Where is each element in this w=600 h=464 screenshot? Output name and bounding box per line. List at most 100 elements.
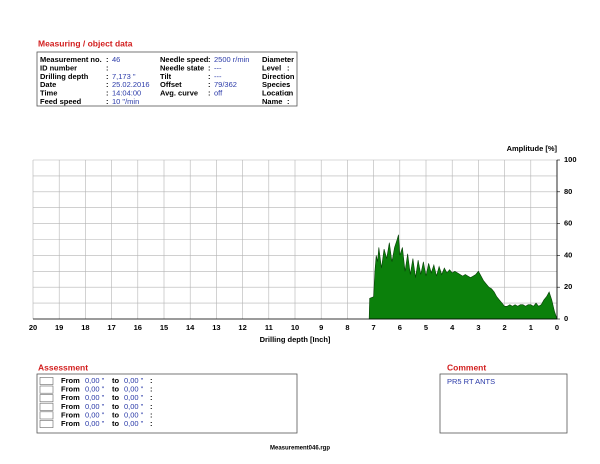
separator: : [106,55,109,64]
separator: : [287,97,290,106]
separator: : [150,402,153,411]
field-value: 46 [112,55,120,64]
field-label: Diameter [262,55,294,64]
separator: : [150,419,153,428]
x-tick-label: 17 [107,323,115,332]
comment-text: PR5 RT ANTS [447,377,495,386]
x-tick-label: 0 [555,323,559,332]
field-label: Time [40,89,57,98]
field-label: Location [262,89,294,98]
data-box [36,51,298,107]
checkbox [39,394,54,403]
checkbox [39,411,54,420]
field-label: Offset [160,80,182,89]
x-tick-label: 4 [450,323,455,332]
from-label: From [61,410,80,419]
field-label: Level [262,63,281,72]
field-value: 79/362 [214,80,237,89]
y-tick-label: 80 [564,187,572,196]
x-tick-label: 16 [134,323,142,332]
to-value: 0,00 " [124,376,144,385]
x-axis-title: Drilling depth [Inch] [260,335,331,344]
section-title: Assessment [38,362,88,372]
x-tick-label: 5 [424,323,428,332]
from-label: From [61,402,80,411]
separator: : [106,80,109,89]
field-label: Feed speed [40,97,82,106]
field-value: 25.02.2016 [112,80,150,89]
from-value: 0,00 " [85,393,105,402]
separator: : [150,376,153,385]
to-value: 0,00 " [124,393,144,402]
to-label: to [112,376,119,385]
to-value: 0,00 " [124,385,144,394]
x-tick-label: 3 [476,323,480,332]
field-label: Drilling depth [40,72,89,81]
x-tick-label: 12 [238,323,246,332]
from-value: 0,00 " [85,385,105,394]
x-tick-label: 11 [265,323,273,332]
separator: : [208,89,211,98]
area [368,234,558,320]
y-tick-label: 40 [564,250,572,259]
field-label: Species [262,80,290,89]
separator: : [106,63,109,72]
field-value: --- [214,63,222,72]
separator: : [287,72,290,81]
field-value: 10 "/min [112,97,139,106]
separator: : [150,393,153,402]
from-value: 0,00 " [85,410,105,419]
separator: : [287,80,290,89]
separator: : [287,63,290,72]
x-tick-label: 7 [372,323,376,332]
field-label: Needle speed [160,55,209,64]
x-tick-label: 10 [291,323,299,332]
to-value: 0,00 " [124,402,144,411]
footer: Measurement046.rgp [270,446,330,452]
from-value: 0,00 " [85,376,105,385]
x-tick-label: 18 [81,323,89,332]
y-tick-label: 20 [564,282,572,291]
x-tick-label: 15 [160,323,168,332]
field-label: Tilt [160,72,172,81]
field-value: 14:04:00 [112,89,141,98]
field-label: Name [262,97,282,106]
checkbox [39,402,54,411]
y-axis-title: Amplitude [%] [507,144,558,153]
to-label: to [112,419,119,428]
x-tick-label: 9 [319,323,323,332]
checkbox [39,377,54,385]
from-label: From [61,393,80,402]
from-label: From [61,376,80,385]
separator: : [106,89,109,98]
x-tick-label: 19 [55,323,63,332]
from-label: From [61,385,80,394]
to-value: 0,00 " [124,419,144,428]
field-label: Needle state [160,63,204,72]
section-title: Measuring / object data [38,38,133,48]
separator: : [208,72,211,81]
field-label: ID number [40,63,77,72]
x-tick-label: 6 [398,323,402,332]
separator: : [106,97,109,106]
separator: : [287,55,290,64]
field-value: 7,173 " [112,72,136,81]
x-tick-label: 20 [29,323,37,332]
comment-box [439,373,568,434]
to-label: to [112,385,119,394]
field-label: Measurement no. [40,55,102,64]
field-label: Avg. curve [160,89,198,98]
separator: : [150,410,153,419]
separator: : [287,89,290,98]
field-label: Direction [262,72,295,81]
section-title: Comment [447,362,486,372]
checkbox [39,420,54,428]
separator: : [208,55,211,64]
x-tick-label: 1 [529,323,533,332]
field-value: --- [214,72,222,81]
from-label: From [61,419,80,428]
field-value: 2500 r/min [214,55,249,64]
y-tick-label: 100 [564,155,577,164]
checkbox [39,385,54,394]
